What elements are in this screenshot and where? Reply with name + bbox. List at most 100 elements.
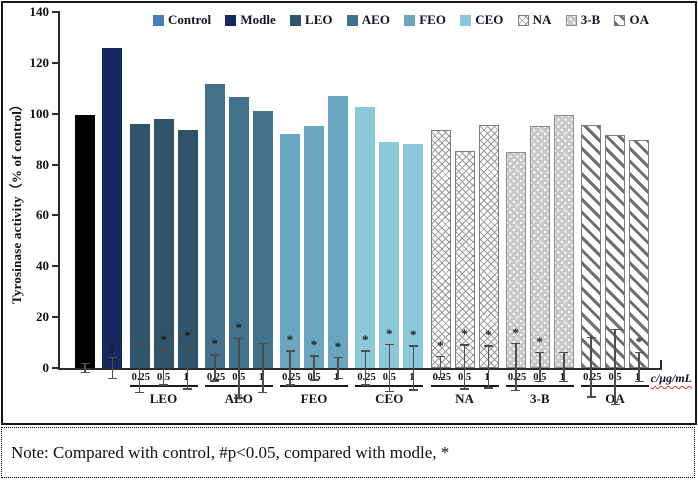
group-name-label: NA	[455, 391, 474, 406]
legend-swatch-icon	[565, 14, 577, 26]
error-bar-cap-bottom	[333, 377, 343, 380]
legend-item-3-B: 3-B	[565, 12, 600, 28]
y-tick-label: 100	[29, 105, 50, 121]
legend-label: CEO	[475, 12, 504, 27]
error-bar-cap-top	[484, 345, 493, 347]
error-bar-cap-top	[360, 350, 370, 352]
bars-row: * *	[204, 12, 273, 399]
bar-Control	[75, 115, 95, 374]
error-bar-cap-bottom	[535, 380, 545, 383]
error-bar-cap-top	[460, 344, 469, 346]
y-tick-mark	[52, 11, 60, 13]
significance-marker: *	[362, 332, 369, 348]
group-name-label: CEO	[375, 391, 404, 406]
error-bar-cap-bottom	[159, 384, 168, 386]
bar-OA-1: *	[629, 140, 649, 383]
error-bar-line	[214, 354, 216, 382]
error-bar-cap-top	[586, 336, 596, 338]
error-bar-cap-top	[535, 351, 545, 354]
error-bar-cap-bottom	[360, 384, 370, 386]
error-bar-cap-bottom	[285, 384, 295, 386]
concentration-label: 0.25	[206, 372, 226, 383]
bar-AEO-1	[252, 111, 273, 394]
error-bar-cap-bottom	[234, 397, 244, 399]
concentration-label: 1	[626, 372, 649, 384]
error-bar-line	[439, 355, 442, 379]
legend-swatch-icon	[290, 14, 302, 26]
error-bar-line	[262, 342, 264, 394]
x-axis-end-tick	[660, 360, 662, 368]
legend-label: NA	[532, 12, 552, 27]
legend-label: AEO	[361, 12, 390, 27]
significance-marker: *	[286, 332, 294, 348]
significance-marker: *	[437, 337, 444, 353]
error-bar-cap-bottom	[484, 387, 493, 389]
bars-area: #**0.250.51LEO**0.250.51AEO***0.250.51FE…	[75, 12, 649, 407]
error-bar-line	[412, 345, 414, 391]
error-bar-cap-bottom	[258, 391, 268, 394]
bars-row	[75, 12, 95, 374]
bar-LEO-0.25	[129, 123, 150, 394]
y-tick-mark	[52, 112, 60, 115]
y-tick-mark	[52, 367, 60, 369]
concentration-label: 1	[476, 372, 499, 384]
bar-CEO-0.25: *	[355, 107, 376, 386]
bar-group-NA: ***0.250.51NA	[430, 12, 499, 407]
error-bar-cap-bottom	[107, 377, 117, 380]
error-bar-cap-bottom	[559, 380, 569, 383]
error-bar-cap-top	[436, 355, 445, 358]
y-tick-mark	[52, 316, 60, 319]
legend-swatch-icon	[404, 14, 416, 26]
concentration-label: 1	[401, 372, 424, 384]
bars-row: * * *	[280, 12, 348, 386]
concentration-label: 0.25	[583, 372, 602, 383]
error-bar-cap-top	[333, 356, 343, 359]
significance-marker: *	[334, 338, 342, 354]
legend-item-Modle: Modle	[225, 12, 276, 28]
bar-3-B-0.25: *	[505, 151, 526, 392]
error-bar-line	[162, 350, 165, 386]
error-bar-cap-bottom	[408, 389, 418, 391]
bar-LEO-1: *	[177, 130, 198, 390]
legend-swatch-icon	[225, 14, 237, 26]
error-bar-cap-top	[384, 343, 394, 346]
bar-OA-0.5	[605, 135, 625, 406]
bars-row: * * *	[355, 12, 424, 393]
legend-item-Control: Control	[153, 12, 211, 28]
bar-Modle: #	[102, 47, 123, 380]
y-tick-label: 120	[29, 54, 50, 70]
bar-group-Control	[75, 12, 95, 374]
significance-marker: *	[635, 333, 643, 349]
significance-marker: #	[109, 338, 116, 354]
legend: Control Modle LEO AEO FEO CEO NA 3-B OA	[153, 12, 649, 28]
bar-group-LEO: **0.250.51LEO	[129, 12, 198, 407]
error-bar-cap-bottom	[436, 376, 445, 379]
legend-swatch-icon	[460, 14, 472, 26]
bars-row: *	[581, 12, 649, 406]
group-name-label: 3-B	[530, 391, 550, 406]
y-tick-label: 0	[42, 360, 50, 375]
error-bar-line	[186, 346, 189, 390]
error-bar-cap-top	[183, 346, 192, 348]
bar-NA-0.5: *	[454, 150, 475, 390]
error-bar-cap-top	[285, 350, 295, 352]
error-bar-cap-bottom	[511, 389, 521, 392]
error-bar-cap-top	[610, 328, 620, 331]
bar-CEO-0.5: *	[379, 141, 400, 393]
bar-3-B-1	[553, 115, 574, 383]
error-bar-cap-top	[408, 345, 418, 347]
bar-AEO-0.25: *	[204, 84, 225, 382]
concentration-label: 0.25	[282, 372, 301, 383]
legend-swatch-icon	[614, 14, 626, 26]
x-axis-unit-label: c/μg/mL	[651, 371, 692, 386]
bar-NA-1: *	[478, 125, 499, 389]
error-bar-cap-top	[80, 362, 90, 365]
error-bar-cap-top	[511, 342, 521, 345]
error-bar-cap-bottom	[634, 380, 644, 383]
error-bar-cap-bottom	[309, 379, 319, 381]
y-tick-mark	[52, 214, 60, 217]
bar-CEO-1: *	[403, 144, 424, 391]
error-bar-cap-bottom	[586, 396, 596, 398]
legend-label: Modle	[240, 12, 276, 27]
